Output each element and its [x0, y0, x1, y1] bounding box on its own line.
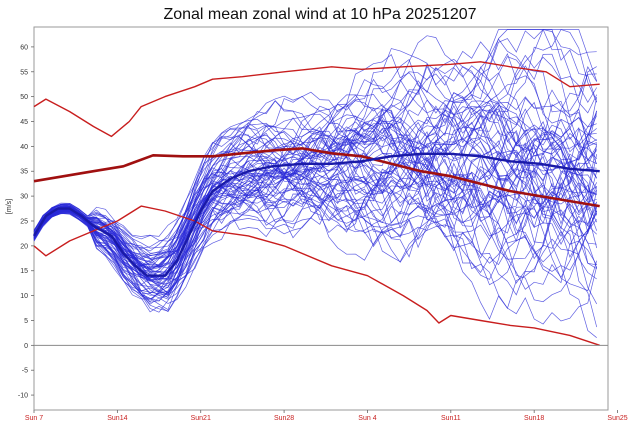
- ensemble-member-line: [33, 117, 597, 256]
- ensemble-member-line: [33, 156, 597, 300]
- ensemble-member-line: [33, 162, 598, 304]
- chart-title: Zonal mean zonal wind at 10 hPa 20251207: [163, 6, 477, 23]
- y-tick-label: 20: [20, 243, 28, 250]
- ensemble-member-line: [33, 113, 598, 293]
- y-ticks: -10 -5 0 5 10 15 20 25 30 35 40 45 50 55 60: [18, 44, 34, 400]
- y-tick-label: 30: [20, 194, 28, 201]
- climatology-min-line: [33, 205, 600, 346]
- y-tick-label: 55: [20, 69, 28, 76]
- ensemble-member-line: [33, 97, 597, 279]
- x-tick-label: Sun25: [607, 415, 627, 422]
- ensemble-mean-line: [32, 152, 600, 277]
- x-ticks: Sun 7 Sun14 Sun21 Sun28 Sun 4 Sun11 Sun18 Sun25: [25, 410, 628, 422]
- x-tick-label: Sun 4: [358, 415, 376, 422]
- ensemble-member-line: [33, 153, 597, 295]
- y-tick-label: 35: [20, 169, 28, 176]
- climatology-mean-line: [33, 147, 600, 208]
- y-tick-label: 60: [20, 44, 28, 51]
- ensemble-member-line: [33, 133, 597, 296]
- y-tick-label: 40: [20, 144, 28, 151]
- ensemble-member-line: [33, 176, 598, 312]
- ensemble-member-line: [33, 92, 597, 260]
- y-axis-label: [m/s]: [6, 199, 13, 214]
- x-tick-label: Sun21: [191, 415, 211, 422]
- y-tick-label: 25: [20, 218, 28, 225]
- ensemble-member-line: [33, 117, 598, 305]
- climatology-lines: [33, 61, 600, 346]
- y-tick-label: -10: [18, 393, 28, 400]
- x-tick-label: Sun 7: [25, 415, 43, 422]
- y-tick-label: 45: [20, 119, 28, 126]
- ensemble-member-line: [33, 126, 598, 292]
- y-tick-label: 0: [24, 343, 28, 350]
- ensemble-member-line: [33, 152, 598, 303]
- y-tick-label: 50: [20, 94, 28, 101]
- ensemble-member-line: [33, 105, 598, 268]
- y-tick-label: 10: [20, 293, 28, 300]
- climatology-max-line: [33, 61, 600, 138]
- ensemble-member-line: [33, 151, 598, 292]
- ensemble-member-line: [33, 105, 597, 254]
- ensemble-member-line: [33, 108, 598, 288]
- x-tick-label: Sun14: [107, 415, 127, 422]
- y-tick-label: 15: [20, 268, 28, 275]
- x-tick-label: Sun11: [441, 415, 461, 422]
- ensemble-member-line: [33, 119, 597, 280]
- ensemble-member-line: [33, 156, 598, 303]
- x-tick-label: Sun18: [524, 415, 544, 422]
- y-tick-label: 5: [24, 318, 28, 325]
- ensemble-member-line: [33, 73, 597, 240]
- ensemble-mean-layer: [32, 152, 600, 277]
- x-tick-label: Sun28: [274, 415, 294, 422]
- ensemble-member-line: [33, 66, 597, 274]
- ensemble-member-line: [33, 89, 597, 274]
- y-tick-label: -5: [22, 368, 28, 375]
